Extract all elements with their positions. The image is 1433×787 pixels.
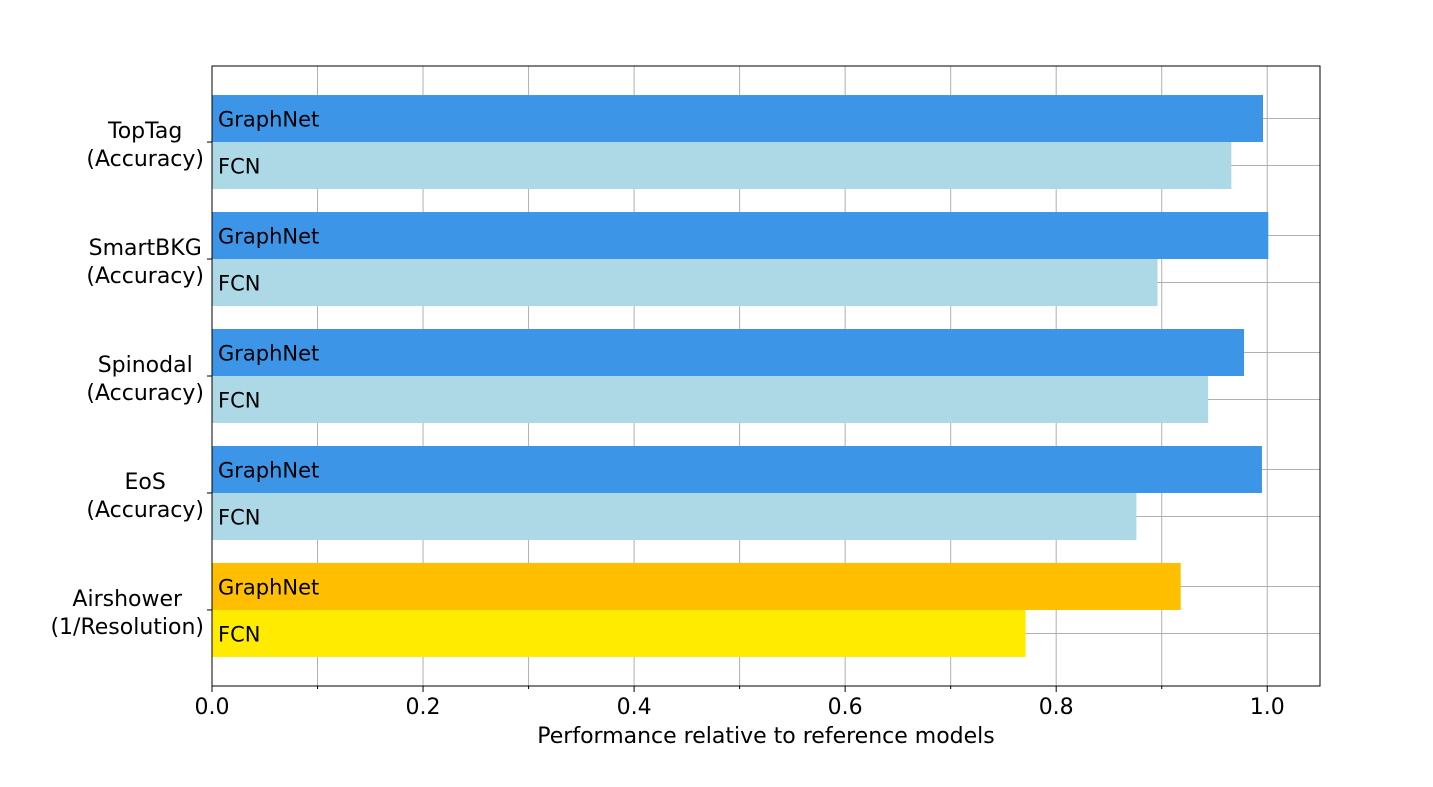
bar-fcn-eos (212, 492, 1137, 540)
bar-labels-layer: GraphNet FCN GraphNet FCN GraphNet FCN GraphNe… (218, 108, 319, 647)
category-label: SmartBKG (89, 236, 202, 261)
bar-graphnet-toptag (212, 95, 1264, 143)
bar-label-fcn: FCN (218, 505, 260, 529)
x-tick-label: 1.0 (1250, 695, 1285, 720)
bar-graphnet-airshower (212, 562, 1181, 610)
bar-label-fcn: FCN (218, 389, 260, 413)
bar-label-graphnet: GraphNet (218, 342, 319, 366)
bar-fcn-spinodal (212, 376, 1209, 423)
category-label: Airshower (72, 587, 183, 612)
bar-fcn-toptag (212, 142, 1232, 190)
bars-layer (212, 95, 1269, 657)
bar-fcn-smartbkg (212, 259, 1158, 307)
bar-graphnet-smartbkg (212, 212, 1269, 260)
bar-label-graphnet: GraphNet (218, 575, 319, 599)
x-tick-label: 0.4 (617, 695, 652, 720)
category-metric-label: (Accuracy) (86, 264, 204, 289)
bar-label-fcn: FCN (218, 155, 260, 179)
category-label: Spinodal (98, 353, 193, 378)
x-tick-label: 0.2 (406, 695, 441, 720)
category-label: EoS (125, 470, 166, 495)
bar-label-graphnet: GraphNet (218, 225, 319, 249)
category-metric-label: (Accuracy) (86, 498, 204, 523)
bar-label-graphnet: GraphNet (218, 108, 319, 132)
bar-graphnet-spinodal (212, 329, 1245, 376)
category-metric-label: (1/Resolution) (50, 615, 204, 640)
x-axis: 0.0 0.2 0.4 0.6 0.8 1.0 (195, 686, 1285, 720)
category-label: TopTag (107, 119, 182, 144)
x-tick-label: 0.0 (195, 695, 230, 720)
y-axis: TopTag (Accuracy) SmartBKG (Accuracy) Spinod… (50, 119, 212, 640)
bar-fcn-airshower (212, 609, 1026, 657)
x-tick-label: 0.6 (828, 695, 863, 720)
bar-graphnet-eos (212, 445, 1262, 493)
x-axis-title: Performance relative to reference models (537, 724, 994, 749)
bar-label-fcn: FCN (218, 272, 260, 296)
category-metric-label: (Accuracy) (86, 147, 204, 172)
x-tick-label: 0.8 (1039, 695, 1074, 720)
bar-label-fcn: FCN (218, 622, 260, 646)
category-metric-label: (Accuracy) (86, 381, 204, 406)
bar-label-graphnet: GraphNet (218, 458, 319, 482)
